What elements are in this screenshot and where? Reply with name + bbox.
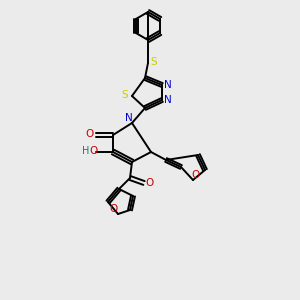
Text: N: N [164, 80, 172, 90]
Text: O: O [110, 204, 118, 214]
Text: O: O [146, 178, 154, 188]
Text: N: N [164, 95, 172, 105]
Text: O: O [192, 170, 200, 180]
Text: H: H [82, 146, 90, 156]
Text: N: N [125, 113, 133, 123]
Text: S: S [122, 90, 128, 100]
Text: O: O [89, 146, 97, 156]
Text: S: S [151, 57, 157, 67]
Text: O: O [85, 129, 93, 139]
